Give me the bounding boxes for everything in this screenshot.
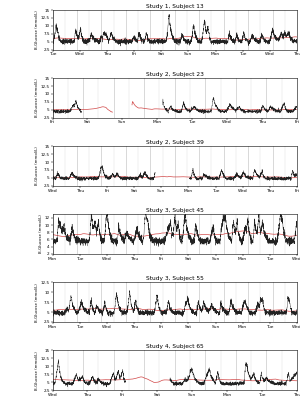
Y-axis label: B-Glucose (mmol/L): B-Glucose (mmol/L) bbox=[34, 10, 39, 49]
Title: Study 2, Subject 23: Study 2, Subject 23 bbox=[146, 72, 204, 77]
Y-axis label: B-Glucose (mmol/L): B-Glucose (mmol/L) bbox=[34, 351, 39, 390]
Y-axis label: B-Glucose (mmol/L): B-Glucose (mmol/L) bbox=[34, 78, 39, 117]
Title: Study 2, Subject 39: Study 2, Subject 39 bbox=[146, 140, 204, 145]
Y-axis label: B-Glucose (mmol/L): B-Glucose (mmol/L) bbox=[38, 215, 43, 254]
Y-axis label: B-Glucose (mmol/L): B-Glucose (mmol/L) bbox=[34, 146, 39, 185]
Title: Study 3, Subject 45: Study 3, Subject 45 bbox=[146, 208, 204, 213]
Title: Study 1, Subject 13: Study 1, Subject 13 bbox=[146, 4, 204, 9]
Y-axis label: B-Glucose (mmol/L): B-Glucose (mmol/L) bbox=[34, 283, 39, 322]
Title: Study 3, Subject 55: Study 3, Subject 55 bbox=[146, 276, 204, 281]
Title: Study 4, Subject 65: Study 4, Subject 65 bbox=[146, 344, 204, 349]
